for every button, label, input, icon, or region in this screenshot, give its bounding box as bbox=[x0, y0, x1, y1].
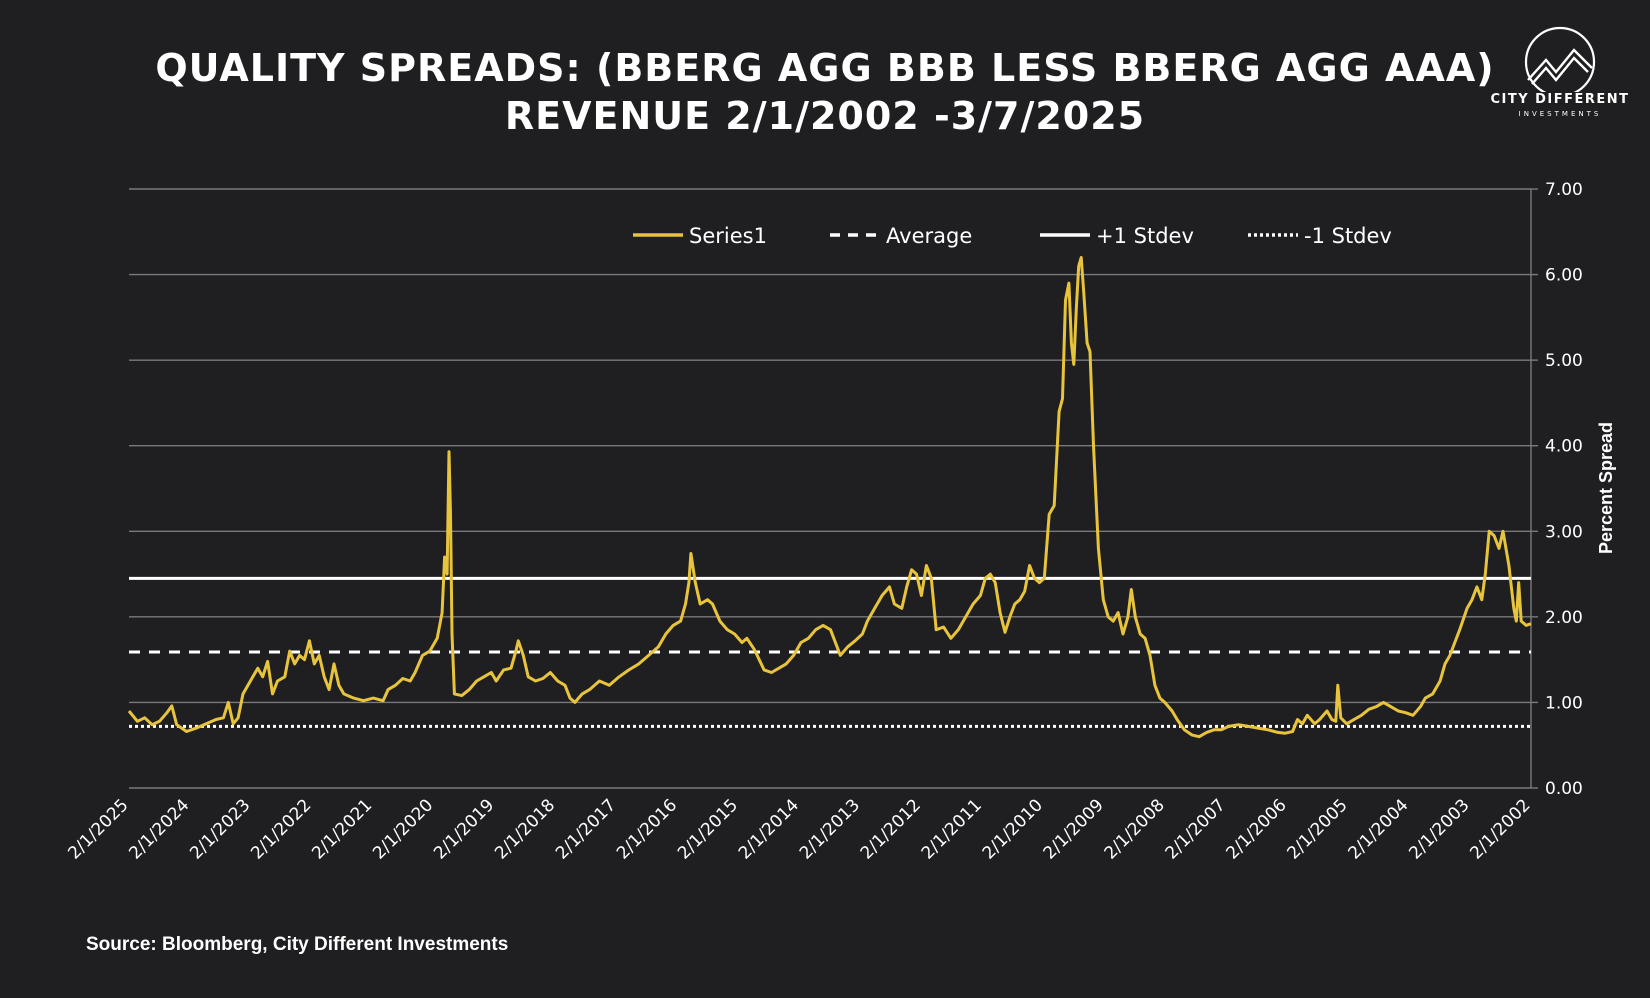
x-tick-label: 2/1/2021 bbox=[308, 795, 376, 863]
x-tick-label: 2/1/2011 bbox=[918, 795, 986, 863]
x-tick-label: 2/1/2016 bbox=[613, 795, 681, 863]
legend-label: +1 Stdev bbox=[1096, 224, 1194, 248]
x-tick-label: 2/1/2018 bbox=[491, 795, 559, 863]
series-line-series1 bbox=[127, 256, 1532, 739]
legend: Series1 Average +1 Stdev -1 Stdev bbox=[633, 224, 1392, 248]
x-tick-label: 2/1/2015 bbox=[674, 795, 742, 863]
y-tick-label: 7.00 bbox=[1545, 180, 1583, 200]
legend-label: Average bbox=[886, 224, 972, 248]
chart-title-line-1: QUALITY SPREADS: (BBERG AGG BBB LESS BBE… bbox=[155, 46, 1495, 90]
x-tick-label: 2/1/2022 bbox=[247, 795, 315, 863]
chart-title: QUALITY SPREADS: (BBERG AGG BBB LESS BBE… bbox=[0, 44, 1650, 140]
x-tick-label: 2/1/2010 bbox=[979, 795, 1047, 863]
x-tick-label: 2/1/2005 bbox=[1284, 795, 1352, 863]
y-tick-label: 6.00 bbox=[1545, 266, 1583, 286]
x-tick-label: 2/1/2007 bbox=[1162, 795, 1230, 863]
grid-lines bbox=[129, 188, 1538, 789]
x-tick-label: 2/1/2023 bbox=[186, 795, 254, 863]
x-tick-label: 2/1/2003 bbox=[1405, 795, 1473, 863]
y-tick-label: 3.00 bbox=[1545, 522, 1583, 542]
y-tick-label: 1.00 bbox=[1545, 693, 1583, 713]
y-tick-label: 5.00 bbox=[1545, 351, 1583, 371]
chart-title-line-2: REVENUE 2/1/2002 -3/7/2025 bbox=[504, 94, 1146, 138]
logo-name: CITY DIFFERENT bbox=[1490, 92, 1630, 107]
y-tick-label: 0.00 bbox=[1545, 779, 1583, 799]
legend-label: Series1 bbox=[689, 224, 767, 248]
y-axis-tick-labels: 0.00 1.00 2.00 3.00 4.00 5.00 6.00 7.00 bbox=[1545, 180, 1583, 799]
company-logo: CITY DIFFERENT INVESTMENTS bbox=[1480, 26, 1640, 126]
x-tick-label: 2/1/2025 bbox=[64, 795, 132, 863]
series-layer bbox=[127, 256, 1532, 739]
x-tick-label: 2/1/2017 bbox=[552, 795, 620, 863]
y-tick-label: 2.00 bbox=[1545, 608, 1583, 628]
reference-lines bbox=[129, 576, 1531, 728]
x-tick-label: 2/1/2013 bbox=[796, 795, 864, 863]
logo-subtitle: INVESTMENTS bbox=[1518, 110, 1602, 118]
x-axis-tick-labels: 2/1/20252/1/20242/1/20232/1/20222/1/2021… bbox=[64, 795, 1534, 863]
x-tick-label: 2/1/2006 bbox=[1223, 795, 1291, 863]
x-tick-label: 2/1/2014 bbox=[735, 795, 803, 863]
x-tick-label: 2/1/2008 bbox=[1101, 795, 1169, 863]
x-tick-label: 2/1/2012 bbox=[857, 795, 925, 863]
x-tick-label: 2/1/2019 bbox=[430, 795, 498, 863]
x-tick-label: 2/1/2024 bbox=[125, 795, 193, 863]
legend-label: -1 Stdev bbox=[1304, 224, 1392, 248]
y-tick-label: 4.00 bbox=[1545, 437, 1583, 457]
y-axis-label: Percent Spread bbox=[1596, 422, 1616, 554]
x-tick-label: 2/1/2002 bbox=[1466, 795, 1534, 863]
source-note: Source: Bloomberg, City Different Invest… bbox=[86, 934, 509, 955]
x-tick-label: 2/1/2020 bbox=[369, 795, 437, 863]
x-tick-label: 2/1/2004 bbox=[1344, 795, 1412, 863]
x-tick-label: 2/1/2009 bbox=[1040, 795, 1108, 863]
